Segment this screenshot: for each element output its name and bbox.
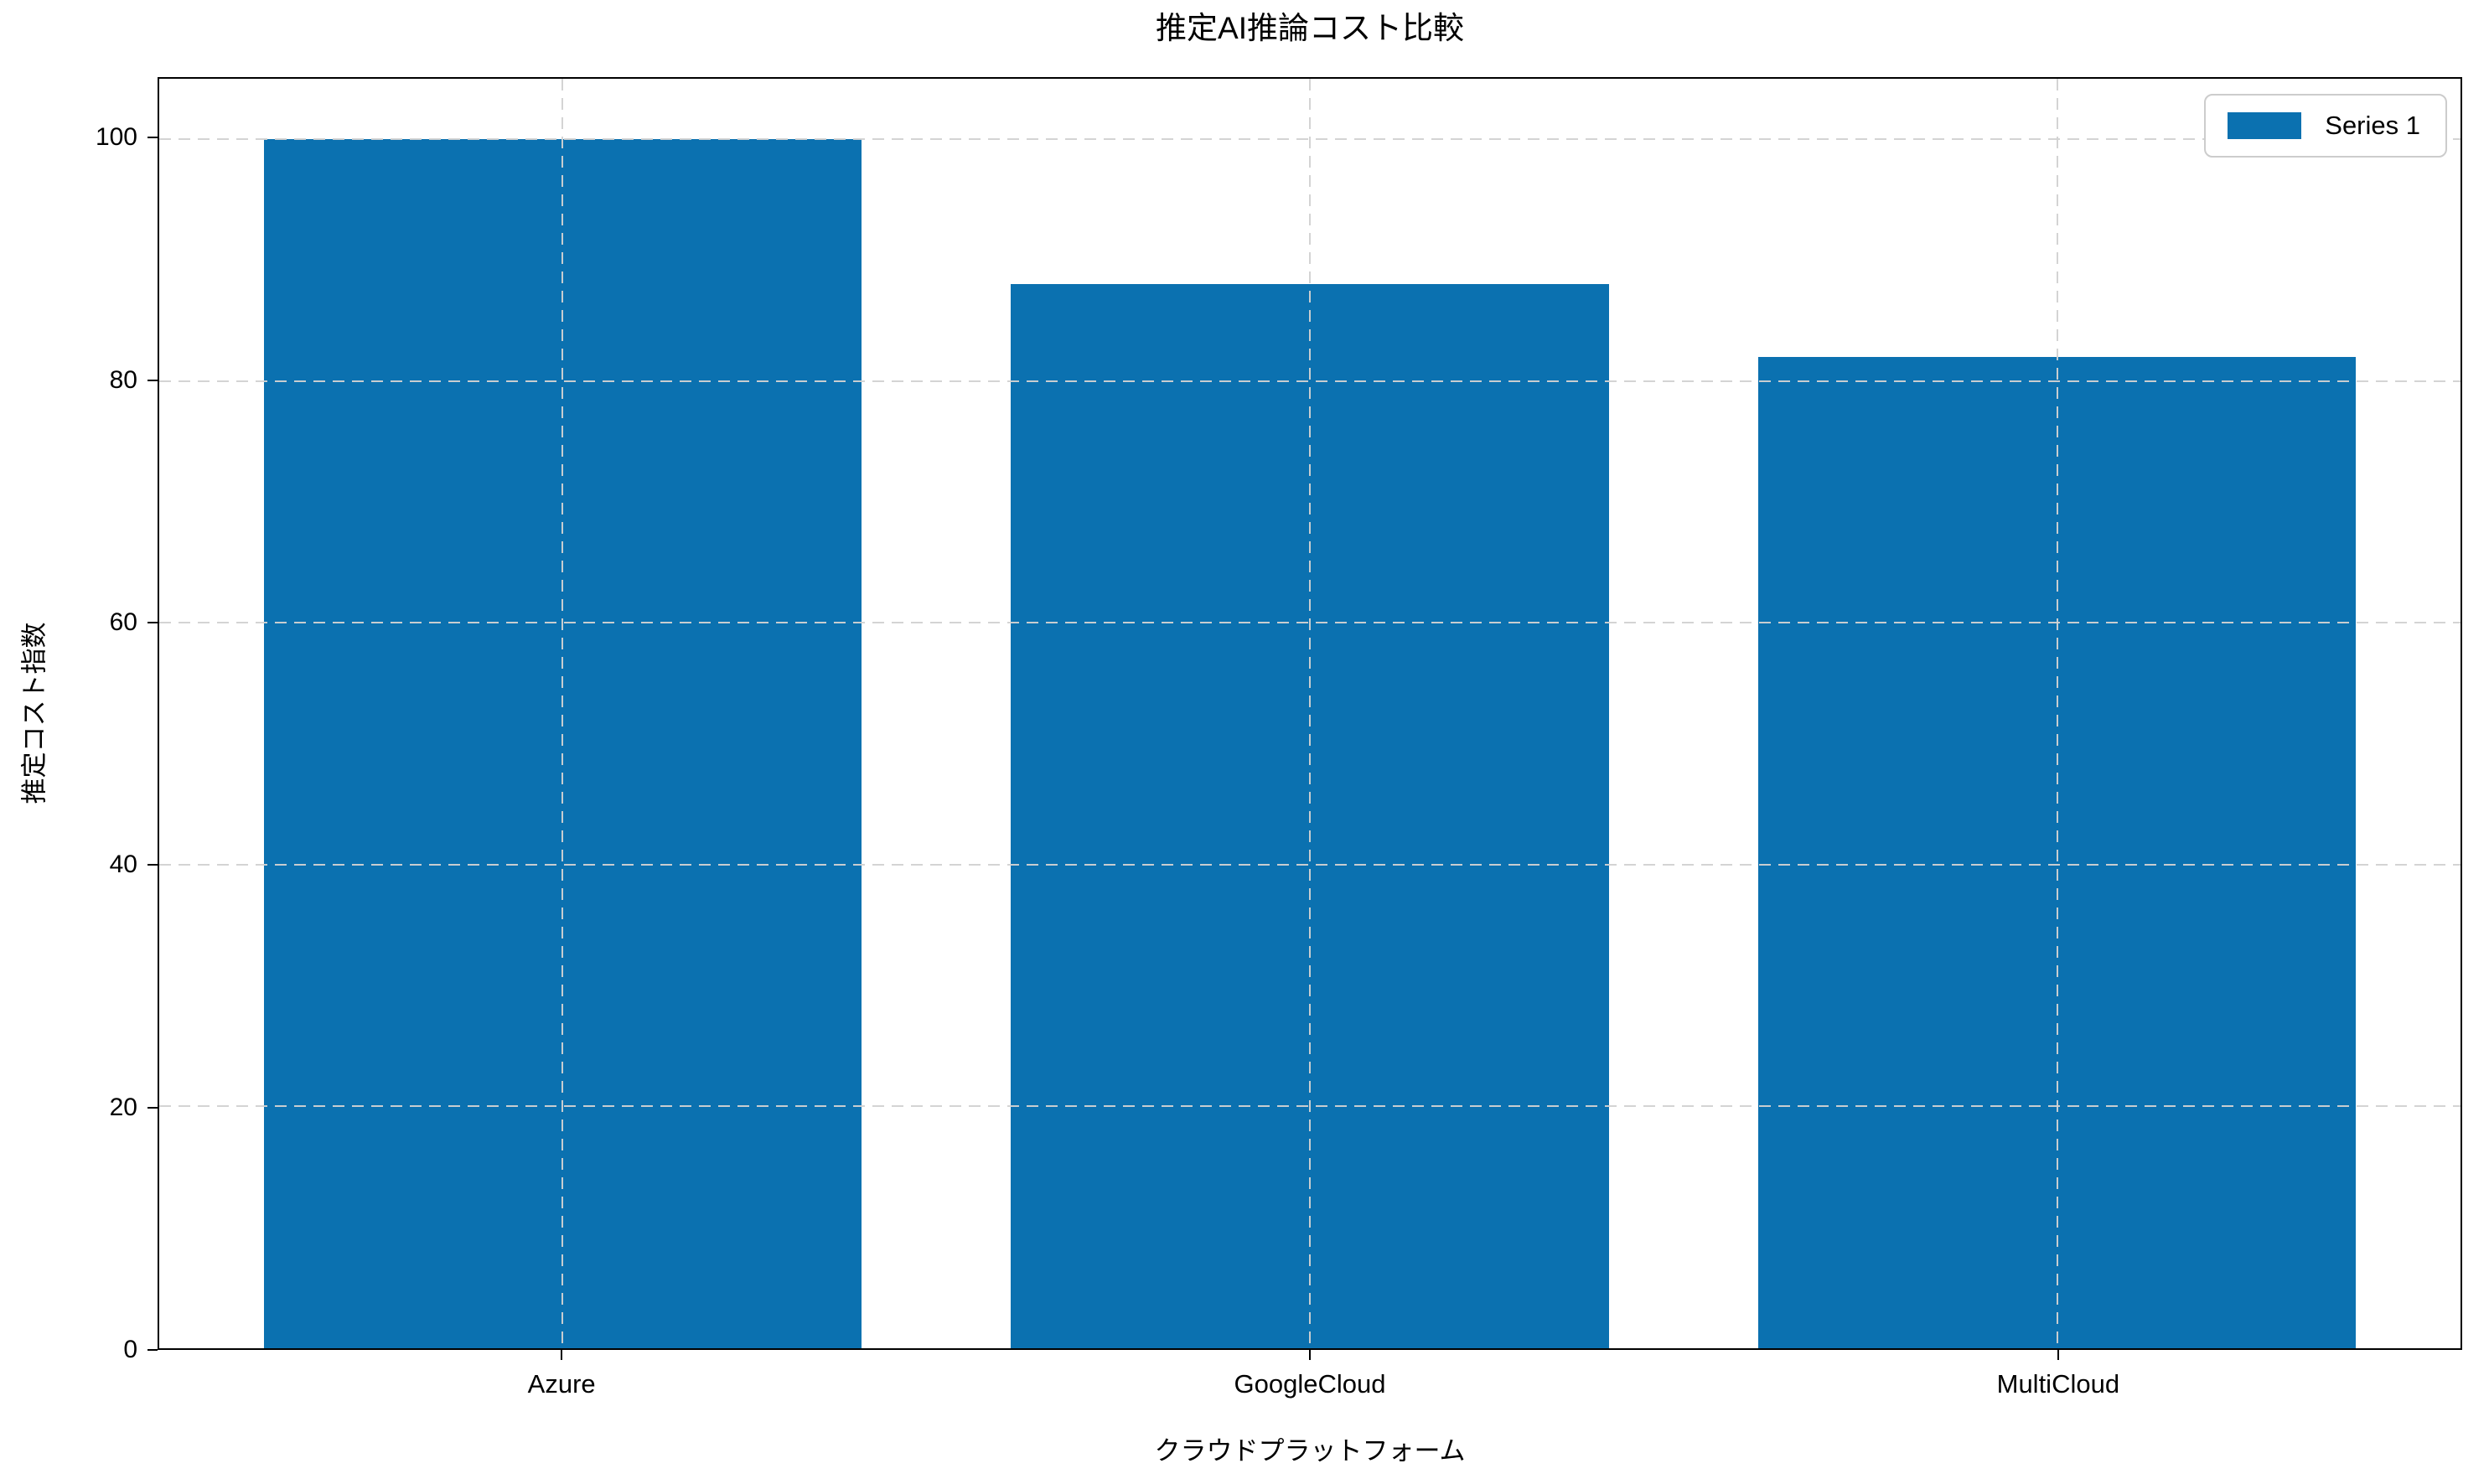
y-tick-mark-20	[147, 1106, 158, 1109]
plot-area: Series 1	[158, 77, 2462, 1350]
legend: Series 1	[2204, 94, 2447, 158]
y-tick-mark-60	[147, 622, 158, 623]
x-tick-mark-azure	[561, 1350, 563, 1360]
x-tick-label-multicloud: MultiCloud	[1996, 1369, 2120, 1399]
y-tick-mark-80	[147, 379, 158, 381]
y-tick-label-100: 100	[95, 123, 137, 152]
gridline-x-azure	[561, 79, 564, 1348]
x-tick-mark-multicloud	[2057, 1350, 2059, 1360]
y-tick-label-0: 0	[123, 1336, 137, 1363]
x-tick-label-googlecloud: GoogleCloud	[1234, 1369, 1386, 1399]
y-tick-mark-0	[147, 1349, 158, 1351]
y-tick-mark-40	[147, 864, 158, 866]
gridline-x-googlecloud	[1309, 79, 1311, 1348]
y-tick-label-40: 40	[109, 851, 137, 879]
y-tick-mark-100	[147, 137, 158, 139]
y-axis-label: 推定コスト指数	[19, 622, 49, 804]
chart-title: 推定AI推論コスト比較	[1156, 11, 1464, 45]
legend-color-swatch	[2228, 112, 2302, 139]
y-tick-label-60: 60	[109, 608, 137, 636]
x-tick-mark-googlecloud	[1309, 1350, 1311, 1360]
y-tick-label-80: 80	[109, 365, 137, 394]
y-tick-label-20: 20	[109, 1093, 137, 1121]
legend-series-label: Series 1	[2325, 111, 2420, 140]
x-axis-label: クラウドプラットフォーム	[1154, 1436, 1466, 1466]
x-tick-label-azure: Azure	[527, 1369, 596, 1399]
gridline-x-multicloud	[2056, 79, 2058, 1348]
